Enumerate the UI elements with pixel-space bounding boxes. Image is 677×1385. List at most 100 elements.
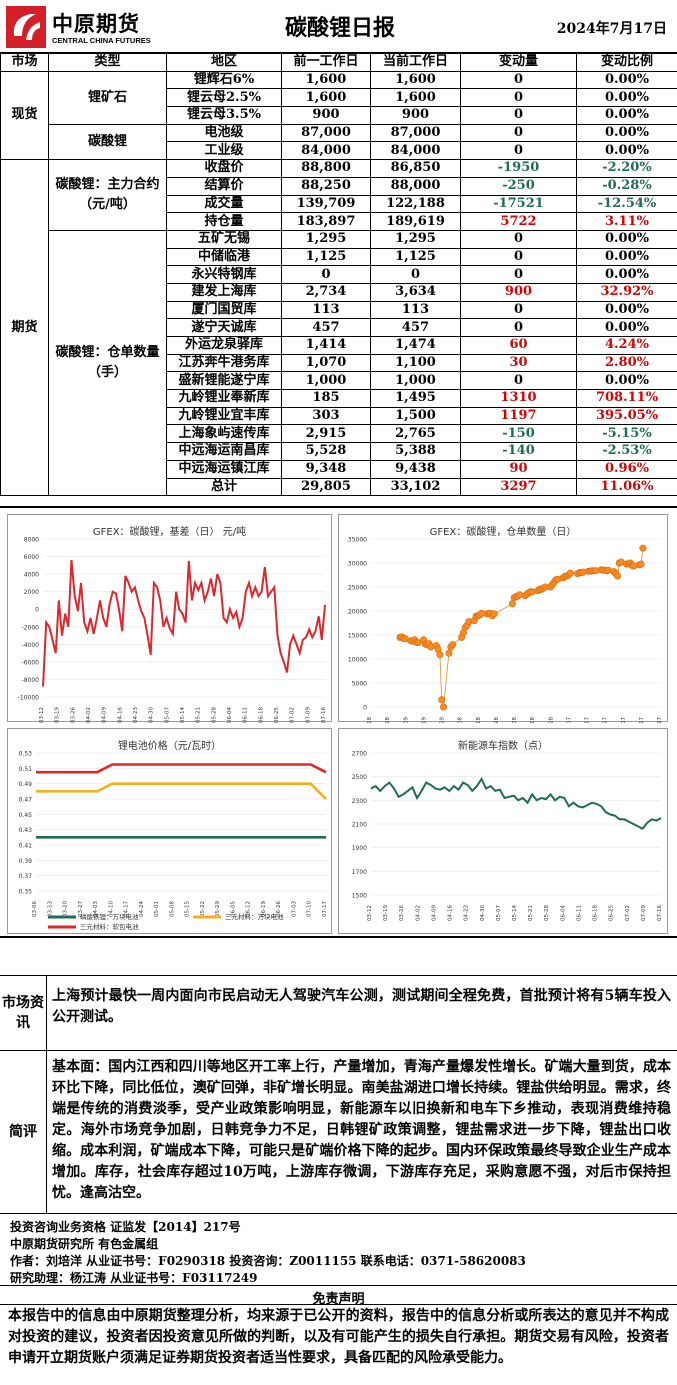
change-cell: 900 [460, 282, 577, 302]
x-tick-label: 05-14 [180, 707, 186, 723]
y-tick-label: 0.35 [19, 889, 33, 896]
y-tick-label: 1500 [352, 893, 367, 900]
y-tick-label: 0.43 [19, 827, 33, 834]
curr-value-cell: 1,474 [370, 336, 461, 355]
warrant-chart: GFEX：碳酸锂，仓单数量（日） 0 5000 10000 15000 20000 250… [338, 514, 668, 733]
change-pct-cell: 0.00% [576, 300, 677, 320]
y-tick-label: 0.53 [19, 751, 33, 758]
table-header-row: 市场 类型 地区 前一工作日 当前工作日 变动量 变动比例 [0, 53, 677, 72]
y-tick-label: 1700 [352, 869, 367, 876]
x-tick-label: 07-09 [641, 905, 647, 921]
x-tick-label: 03-06 [32, 901, 38, 917]
basis-series-line [42, 560, 326, 687]
battery-price-chart: 锂电池价格（元/瓦时） 0.35 0.37 0.39 0.41 0.43 0.45 0.47… [7, 728, 332, 934]
x-tick-label: 04-30 [149, 707, 155, 723]
curr-value-cell: 1,125 [370, 247, 461, 267]
region-cell: 电池级 [166, 123, 282, 143]
disclaimer-title: 免责声明 [0, 1288, 677, 1307]
table-row: 盛新锂能遂宁库 1,000 1,000 0 0.00% [1, 371, 677, 391]
region-cell: 永兴特钢库 [166, 265, 282, 284]
prev-value-cell: 9,348 [281, 459, 371, 479]
change-pct-cell: 2.80% [576, 353, 677, 373]
curr-value-cell: 87,000 [370, 123, 461, 143]
comment-text: 基本面：国内江西和四川等地区开工率上行，产量增加，青海产量爆发性增长。矿端大量到… [52, 1059, 671, 1201]
y-tick-label: 0.51 [19, 766, 33, 773]
x-tick-label: 04-30 [480, 905, 486, 921]
curr-value-cell: 1,000 [370, 371, 461, 391]
warrant-data-point [436, 651, 444, 659]
x-tick-label: 07-02 [290, 707, 296, 723]
legend-label: 三元材料：方块电池 [225, 912, 284, 921]
curr-value-cell: 84,000 [370, 141, 461, 161]
x-tick-label: 05-22 [200, 901, 206, 917]
region-cell: 五矿无锡 [166, 229, 282, 249]
report-date: 2024年7月17日 [556, 21, 667, 37]
change-pct-cell: 0.00% [576, 229, 677, 249]
x-tick-label: 03-19 [421, 717, 427, 723]
table-row: 九岭锂业奉新库 185 1,495 1310 708.11% [1, 389, 677, 408]
change-cell: -140 [460, 442, 577, 461]
x-tick-label: 07-27 [657, 717, 663, 723]
region-cell: 厦门国贸库 [166, 300, 282, 320]
logo-cn-text: 中原期货 [52, 12, 140, 36]
change-pct-cell: -0.28% [576, 176, 677, 196]
x-tick-label: 03-12 [39, 707, 45, 723]
y-tick-label: 8000 [24, 537, 39, 544]
x-tick-label: 07-09 [305, 707, 311, 723]
change-cell: 0 [460, 300, 577, 320]
assistant-line: 研究助理：杨江涛 从业证书号：F03117249 [10, 1271, 258, 1285]
x-tick-label: 07-17 [322, 901, 328, 917]
type-cell: 碳酸锂 [48, 123, 167, 161]
x-tick-label: 07-17 [639, 717, 645, 723]
curr-value-cell: 1,500 [370, 406, 461, 426]
x-tick-label: 04-10 [108, 901, 114, 917]
y-tick-label: 25000 [348, 585, 367, 592]
change-pct-cell: 0.00% [576, 141, 677, 161]
table-row: 外运龙泉驿库 1,414 1,474 60 4.24% [1, 336, 677, 355]
curr-value-cell: 33,102 [370, 477, 461, 497]
x-tick-label: 03-29 [440, 717, 446, 723]
prev-value-cell: 1,414 [281, 336, 371, 355]
change-cell: 0 [460, 141, 577, 161]
x-tick-label: 06-26 [276, 901, 282, 917]
x-tick-label: 05-08 [169, 901, 175, 917]
x-tick-label: 04-09 [102, 707, 108, 723]
region-cell: 中远海运南昌库 [166, 442, 282, 461]
battery-series-line [36, 763, 327, 774]
x-tick-label: 04-23 [133, 707, 139, 723]
x-tick-label: 06-04 [227, 707, 233, 723]
curr-value-cell: 88,000 [370, 176, 461, 196]
prev-value-cell: 303 [281, 406, 371, 426]
x-tick-label: 06-25 [274, 707, 280, 723]
y-tick-label: 2500 [352, 774, 367, 781]
y-tick-label: 35000 [348, 537, 367, 544]
region-cell: 成交量 [166, 194, 282, 214]
change-cell: 0 [460, 247, 577, 267]
x-tick-label: 03-19 [55, 707, 61, 723]
curr-value-cell: 122,188 [370, 194, 461, 214]
change-pct-cell: 0.00% [576, 106, 677, 125]
x-tick-label: 04-23 [464, 905, 470, 921]
legend-label: 三元材料：软包电池 [80, 922, 139, 931]
change-cell: 0 [460, 265, 577, 284]
table-row: 厦门国贸库 113 113 0 0.00% [1, 300, 677, 320]
x-tick-label: 04-28 [494, 717, 500, 723]
legend-label: 磷酸铁锂：方块电池 [80, 912, 139, 921]
change-pct-cell: -12.54% [576, 194, 677, 214]
table-row: 总计 29,805 33,102 3297 11.06% [1, 477, 677, 497]
x-tick-label: 05-08 [512, 717, 518, 723]
curr-value-cell: 9,438 [370, 459, 461, 479]
prev-value-cell: 1,070 [281, 353, 371, 373]
region-cell: 九岭锂业宜丰库 [166, 406, 282, 426]
change-cell: -1950 [460, 159, 577, 178]
change-cell: -17521 [460, 194, 577, 214]
x-tick-label: 05-28 [544, 905, 550, 921]
region-cell: 中储临港 [166, 247, 282, 267]
institute-line: 中原期货研究所 有色金属组 [10, 1237, 159, 1251]
report-title: 碳酸锂日报 [284, 15, 395, 41]
warrant-data-point [449, 641, 457, 649]
warrant-data-point [445, 649, 453, 657]
region-cell: 江苏奔牛港务库 [166, 353, 282, 373]
region-cell: 锂云母3.5% [166, 106, 282, 125]
x-tick-label: 07-16 [657, 905, 663, 921]
